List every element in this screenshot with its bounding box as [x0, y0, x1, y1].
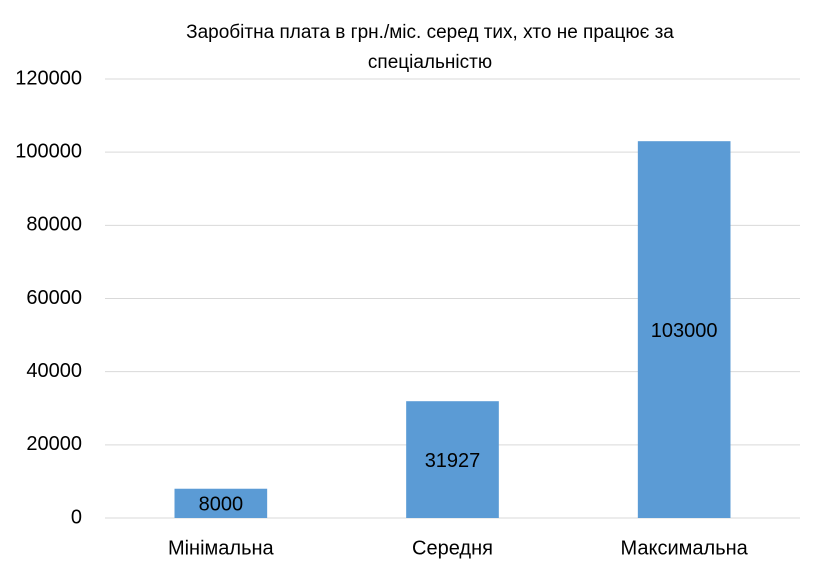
x-tick-label: Максимальна — [621, 537, 749, 559]
bar — [637, 141, 731, 519]
y-tick-label: 100000 — [15, 140, 82, 162]
x-tick-label: Мінімальна — [168, 537, 275, 559]
y-tick-label: 80000 — [26, 214, 82, 236]
y-tick-label: 60000 — [26, 287, 82, 309]
x-tick-label: Середня — [412, 537, 493, 559]
y-tick-label: 20000 — [26, 433, 82, 455]
y-tick-label: 120000 — [15, 67, 82, 89]
data-label: 8000 — [199, 494, 244, 516]
y-tick-label: 0 — [71, 506, 82, 528]
data-label: 31927 — [425, 450, 481, 472]
data-label: 103000 — [651, 320, 718, 342]
y-tick-label: 40000 — [26, 360, 82, 382]
bar — [174, 488, 268, 518]
chart-title: Заробітна плата в грн./міс. серед тих, х… — [186, 22, 674, 73]
bar — [406, 401, 499, 518]
